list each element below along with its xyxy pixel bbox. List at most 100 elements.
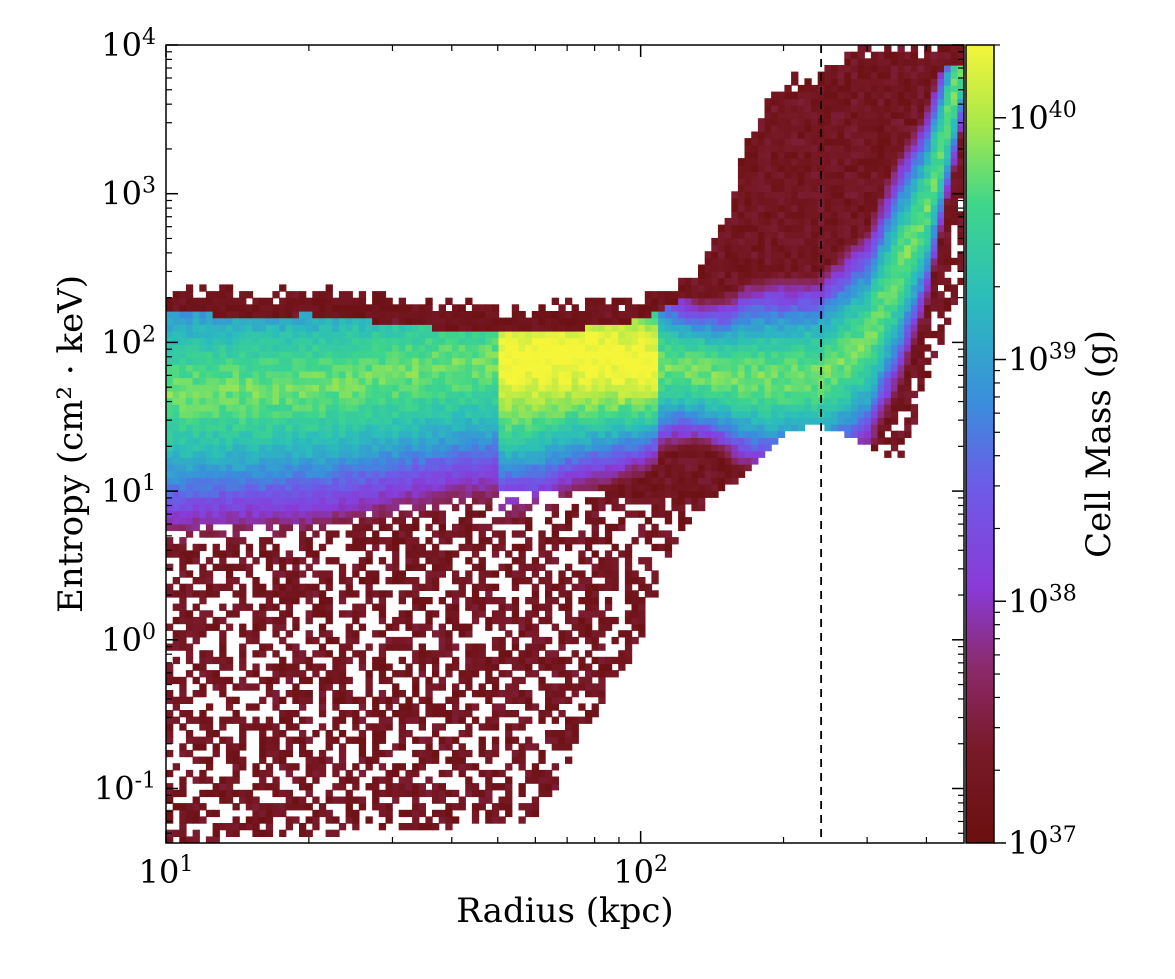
heatmap-cell (757, 357, 766, 365)
heatmap-cell (252, 809, 260, 818)
heatmap-cell (698, 437, 706, 445)
heatmap-cell (345, 483, 353, 492)
heatmap-cell (385, 437, 393, 445)
heatmap-cell (285, 477, 293, 485)
heatmap-cell (259, 390, 267, 399)
heatmap-cell (192, 623, 200, 631)
heatmap-cell (744, 291, 752, 299)
heatmap-cell (225, 463, 234, 472)
heatmap-cell (166, 749, 174, 758)
heatmap-cell (372, 404, 380, 412)
heatmap-cell (525, 317, 533, 325)
heatmap-cell (757, 437, 766, 445)
heatmap-cell (491, 710, 500, 718)
heatmap-cell (591, 450, 599, 458)
heatmap-cell (704, 311, 712, 319)
heatmap-cell (259, 730, 267, 738)
heatmap-cell (212, 517, 220, 525)
heatmap-cell (624, 357, 633, 365)
heatmap-cell (285, 311, 293, 319)
heatmap-cell (352, 616, 360, 625)
heatmap-cell (445, 716, 453, 724)
heatmap-cell (505, 710, 513, 718)
heatmap-cell (465, 424, 473, 432)
heatmap-cell (225, 297, 234, 305)
heatmap-cell (604, 337, 613, 345)
heatmap-cell (172, 430, 180, 438)
heatmap-cell (452, 643, 460, 651)
heatmap-cell (777, 364, 786, 372)
heatmap-cell (471, 444, 480, 452)
heatmap-cell (704, 390, 712, 399)
heatmap-cell (571, 510, 579, 518)
heatmap-cell (491, 317, 500, 325)
heatmap-cell (372, 364, 380, 372)
heatmap-cell (172, 550, 180, 558)
heatmap-cell (212, 783, 220, 791)
heatmap-cell (312, 510, 320, 518)
heatmap-cell (565, 437, 573, 445)
heatmap-cell (305, 716, 313, 724)
heatmap-cell (465, 676, 473, 685)
heatmap-cell (279, 730, 287, 738)
heatmap-cell (312, 404, 320, 412)
heatmap-cell (737, 357, 746, 365)
heatmap-cell (285, 444, 293, 452)
heatmap-cell (192, 390, 200, 399)
heatmap-cell (192, 836, 200, 843)
heatmap-cell (166, 311, 174, 319)
heatmap-cell (698, 463, 706, 472)
heatmap-cell (239, 463, 247, 472)
heatmap-cell (365, 643, 373, 651)
heatmap-cell (239, 630, 247, 638)
heatmap-cell (372, 324, 380, 332)
heatmap-cell (471, 803, 480, 811)
heatmap-cell (704, 417, 712, 425)
heatmap-cell (385, 769, 393, 778)
heatmap-cell (325, 370, 333, 379)
heatmap-cell (398, 350, 406, 359)
heatmap-cell (558, 710, 566, 718)
heatmap-cell (757, 197, 766, 206)
heatmap-cell (345, 477, 353, 485)
heatmap-cell (285, 789, 293, 798)
heatmap-cell (598, 337, 606, 345)
heatmap-cell (465, 623, 473, 631)
heatmap-cell (604, 490, 613, 498)
heatmap-cell (199, 656, 207, 665)
heatmap-cell (744, 450, 752, 458)
heatmap-cell (631, 390, 639, 399)
heatmap-cell (551, 503, 559, 512)
heatmap-cell (751, 277, 759, 286)
heatmap-cell (405, 616, 413, 625)
heatmap-cell (432, 577, 440, 585)
heatmap-cell (185, 410, 194, 418)
heatmap-cell (245, 816, 254, 824)
heatmap-cell (252, 636, 260, 645)
heatmap-cell (571, 430, 579, 438)
heatmap-cell (418, 803, 426, 811)
heatmap-cell (485, 457, 493, 465)
heatmap-cell (498, 417, 506, 425)
heatmap-cell (618, 490, 626, 498)
heatmap-cell (245, 517, 254, 525)
heatmap-cell (525, 670, 533, 678)
heatmap-cell (358, 430, 367, 438)
heatmap-cell (245, 357, 254, 365)
heatmap-cell (658, 424, 666, 432)
heatmap-cell (239, 437, 247, 445)
heatmap-cell (452, 344, 460, 352)
heatmap-cell (791, 397, 799, 405)
heatmap-cell (318, 510, 327, 518)
heatmap-cell (225, 337, 234, 345)
heatmap-cell (352, 417, 360, 425)
heatmap-cell (604, 364, 613, 372)
heatmap-cell (571, 370, 579, 379)
heatmap-cell (438, 364, 446, 372)
heatmap-cell (279, 716, 287, 724)
heatmap-cell (245, 324, 254, 332)
heatmap-cell (511, 530, 520, 538)
heatmap-cell (585, 463, 593, 472)
heatmap-cell (518, 311, 526, 319)
heatmap-cell (585, 510, 593, 518)
